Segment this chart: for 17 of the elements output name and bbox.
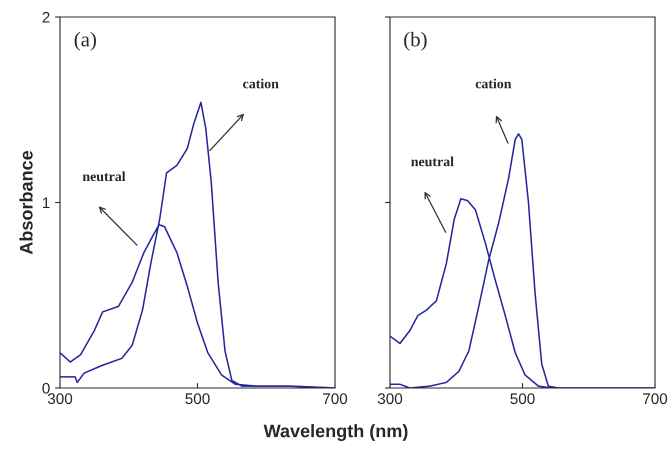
annotation: (a) [74, 32, 96, 51]
x-tick-label: 700 [643, 393, 668, 404]
y-tick-label: 0 [42, 382, 50, 394]
annotation: cation [476, 78, 512, 88]
x-tick-label: 500 [185, 393, 210, 404]
x-tick-label: 300 [48, 393, 72, 404]
annotation: (b) [404, 32, 427, 51]
y-tick-label: 1 [42, 198, 50, 208]
x-axis-title: Wavelength (nm) [264, 424, 408, 441]
y-axis-title: Absorbance [19, 150, 33, 254]
annotation: neutral [82, 171, 126, 182]
y-tick-label: 2 [42, 12, 50, 23]
annotation: neutral [411, 156, 454, 166]
x-tick-label: 500 [510, 393, 535, 404]
x-tick-label: 700 [323, 393, 348, 404]
x-tick-label: 300 [378, 393, 402, 404]
annotation: cation [243, 78, 279, 88]
